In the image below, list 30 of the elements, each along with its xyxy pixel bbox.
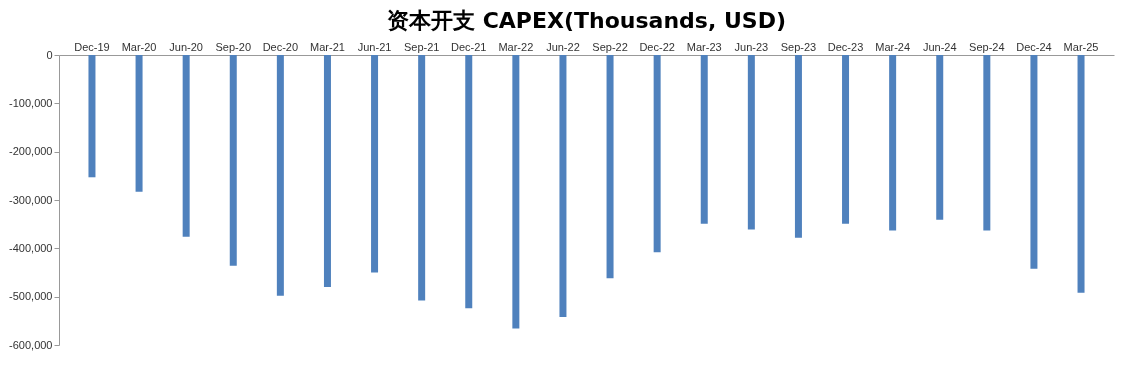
x-tick-label: Dec-21 [451, 40, 487, 53]
y-tick-label: -500,000 [9, 290, 53, 303]
y-tick-label: -600,000 [9, 338, 53, 351]
y-tick-label: -400,000 [9, 241, 53, 254]
x-tick-label: Dec-22 [639, 40, 675, 53]
x-tick-label: Jun-23 [734, 40, 769, 53]
y-tick-label: -200,000 [9, 145, 53, 158]
y-tick-label: -300,000 [9, 193, 53, 206]
x-tick-label: Dec-24 [1016, 40, 1052, 53]
x-tick-label: Jun-21 [357, 40, 392, 53]
y-tick-label: -100,000 [9, 96, 53, 109]
x-tick-label: Sep-20 [215, 40, 252, 53]
chart-title: 资本开支 CAPEX(Thousands, USD) [387, 8, 786, 33]
x-tick-label: Mar-25 [1063, 40, 1099, 53]
x-tick-label: Dec-23 [827, 40, 864, 53]
x-tick-label: Mar-23 [686, 40, 722, 53]
x-tick-label: Sep-23 [780, 40, 817, 53]
x-tick-label: Mar-20 [121, 40, 157, 53]
x-tick-label: Dec-19 [74, 40, 110, 53]
x-tick-label: Mar-22 [498, 40, 534, 53]
x-tick-label: Sep-22 [592, 40, 628, 53]
x-tick-label: Mar-24 [875, 40, 911, 53]
x-tick-label: Dec-20 [262, 40, 299, 53]
x-tick-label: Sep-24 [969, 40, 1005, 53]
x-tick-label: Jun-22 [546, 40, 580, 53]
x-tick-label: Sep-21 [403, 40, 440, 53]
x-tick-label: Mar-21 [310, 40, 345, 53]
x-tick-label: Jun-24 [922, 40, 957, 53]
x-tick-label: Jun-20 [169, 40, 203, 53]
y-tick-label: 0 [46, 48, 53, 61]
